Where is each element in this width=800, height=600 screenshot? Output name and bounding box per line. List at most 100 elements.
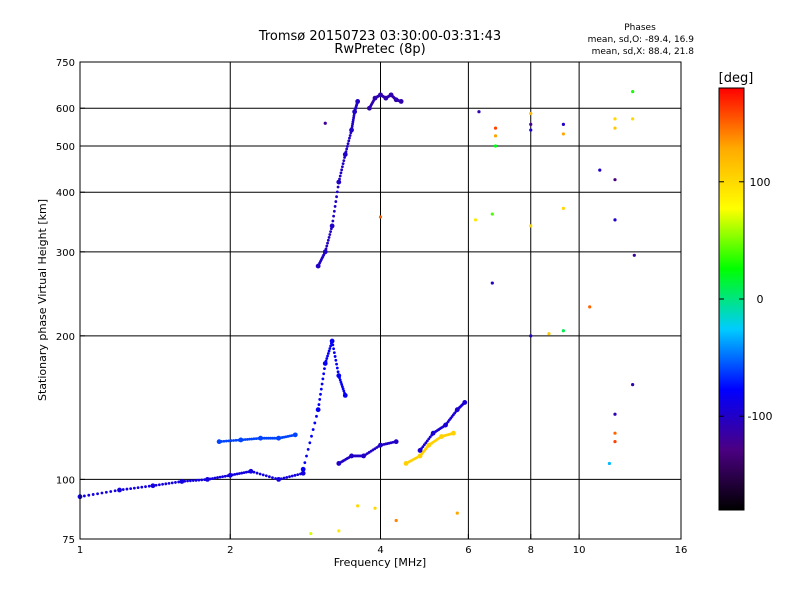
trace-dot [224,439,228,443]
trace-dot [322,372,326,376]
trace-dot [334,200,338,203]
trace-point [398,99,404,104]
scattered-point [598,168,602,172]
trace-dot [167,481,171,485]
trace-dot [340,385,344,389]
trace-dot [267,475,271,479]
trace-dot [423,443,426,447]
scattered-point [613,440,617,444]
trace-dot [342,389,346,393]
trace-dot [325,244,329,248]
trace-dot [191,479,195,482]
trace-dot [326,352,330,355]
trace-dot [328,233,332,236]
scattered-point [613,431,617,435]
trace-point [150,483,156,489]
y-ticks: 75 100 200 300 400 500 600 750 [56,58,85,546]
trace-dot [332,209,336,213]
trace-dot [263,436,266,440]
trace-point [216,439,222,445]
trace [366,92,404,111]
trace-point [329,338,335,344]
trace-dot [296,473,300,477]
trace-point [342,152,348,157]
trace-dot [261,473,265,477]
scattered-point [613,126,617,130]
trace-dot [213,476,217,480]
y-axis-label: Stationary phase Virtual Height [km] [36,199,49,401]
trace-dot [147,484,151,488]
scattered-point [455,511,459,515]
scattered-point [547,332,551,336]
scattered-point [529,128,533,132]
y-tick-label: 300 [56,248,75,259]
trace-dot [227,439,231,443]
trace-dot [183,479,187,483]
trace-dot [306,448,310,451]
trace-dot [245,437,249,441]
scattered-point [561,206,565,210]
trace-dot [125,487,129,491]
scattered-point [493,144,498,148]
trace-dot [345,144,349,148]
phases-title: Phases [624,23,656,33]
colorbar-tick-label: 0 [757,293,764,306]
trace-dot [311,428,315,431]
trace-dot [315,414,318,418]
trace-dot [329,344,333,348]
scattered-point [356,504,360,508]
trace-point [336,179,342,185]
trace-dot [328,347,332,350]
trace-dot [427,437,431,441]
trace-point [393,439,399,445]
trace-dot [194,478,198,482]
scattered-point [631,117,635,121]
trace-dot [344,150,348,154]
trace-dot [327,349,331,353]
colorbar-ticks: 100 0 -100 [719,176,772,423]
trace-dot [177,480,181,484]
trace-dot [231,473,234,477]
trace-dot [220,440,223,443]
scattered-point [561,132,565,136]
trace-dot [267,436,270,440]
trace-dot [238,472,241,475]
y-tick-label: 200 [56,332,75,343]
trace-dot [186,479,189,483]
trace-dot [321,377,325,381]
trace-dot [324,247,328,251]
trace-dot [310,434,313,438]
y-tick-label: 100 [56,475,75,486]
trace [77,468,306,500]
trace-dot [331,219,335,223]
trace-dot [255,471,259,475]
trace-dot [271,436,274,440]
trace-dot [424,441,428,445]
trace-dot [326,354,329,358]
trace-dot [221,475,225,479]
trace-dot [329,230,333,234]
trace-dot [242,471,246,475]
trace-dot [331,343,335,347]
trace [403,430,456,466]
scattered-point [561,329,565,333]
scattered-point [490,281,494,285]
trace-dot [339,171,343,175]
trace-dot [340,165,344,169]
trace-dot [188,479,192,483]
trace-dot [339,380,343,384]
scattered-point [477,110,481,114]
trace [336,439,399,466]
scattered-point [378,215,383,219]
trace-dot [113,489,117,493]
scattered-point [337,529,341,533]
scattered-point [613,178,617,182]
trace-dot [244,470,248,474]
trace-point [258,435,263,441]
trace-dot [325,357,329,360]
trace-dot [100,491,104,495]
trace-dot [273,436,277,440]
trace-dot [334,358,338,362]
x-tick-label: 1 [77,545,83,556]
scattered-point [493,126,498,130]
